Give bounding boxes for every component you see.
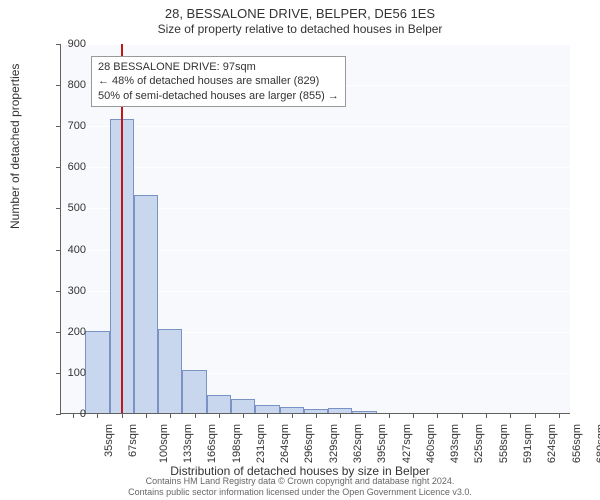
y-tick-label: 700 [46, 120, 86, 132]
x-tick [559, 413, 560, 418]
footer-line-1: Contains HM Land Registry data © Crown c… [0, 476, 600, 487]
x-tick [195, 413, 196, 418]
gridline [61, 126, 570, 127]
y-tick-label: 600 [46, 161, 86, 173]
chart-subtitle: Size of property relative to detached ho… [0, 22, 600, 36]
x-tick-label: 67sqm [127, 424, 139, 457]
x-tick-label: 689sqm [595, 424, 600, 463]
x-tick-label: 591sqm [522, 424, 534, 463]
x-tick-label: 100sqm [158, 424, 170, 463]
y-tick-label: 500 [46, 202, 86, 214]
x-tick [486, 413, 487, 418]
histogram-bar [255, 405, 279, 413]
y-tick-label: 300 [46, 285, 86, 297]
histogram-bar [134, 195, 158, 413]
x-tick-label: 264sqm [279, 424, 291, 463]
x-tick-label: 427sqm [401, 424, 413, 463]
x-tick [462, 413, 463, 418]
chart-plot-area: 28 BESSALONE DRIVE: 97sqm← 48% of detach… [60, 44, 570, 414]
histogram-bar [158, 329, 182, 413]
x-tick [340, 413, 341, 418]
x-tick [170, 413, 171, 418]
annotation-line: 50% of semi-detached houses are larger (… [98, 89, 339, 103]
y-tick-label: 100 [46, 367, 86, 379]
x-tick [535, 413, 536, 418]
gridline [61, 44, 570, 45]
x-tick-label: 133sqm [182, 424, 194, 463]
y-tick-label: 400 [46, 244, 86, 256]
x-tick [510, 413, 511, 418]
x-tick-label: 198sqm [231, 424, 243, 463]
x-tick-label: 166sqm [206, 424, 218, 463]
x-tick-label: 329sqm [328, 424, 340, 463]
footer-line-2: Contains public sector information licen… [0, 487, 600, 498]
chart-title: 28, BESSALONE DRIVE, BELPER, DE56 1ES [0, 6, 600, 21]
x-tick [146, 413, 147, 418]
footer-attribution: Contains HM Land Registry data © Crown c… [0, 476, 600, 498]
gridline [61, 167, 570, 168]
y-tick-label: 800 [46, 79, 86, 91]
x-tick [316, 413, 317, 418]
histogram-bar [182, 370, 206, 413]
y-tick-label: 200 [46, 326, 86, 338]
histogram-bar [231, 399, 255, 413]
x-tick [267, 413, 268, 418]
histogram-bar [85, 331, 109, 413]
x-tick [365, 413, 366, 418]
x-tick-label: 656sqm [571, 424, 583, 463]
x-tick-label: 525sqm [474, 424, 486, 463]
x-tick-label: 35sqm [103, 424, 115, 457]
x-tick [389, 413, 390, 418]
histogram-bar [207, 395, 231, 414]
y-axis-label: Number of detached properties [8, 64, 22, 229]
x-tick [122, 413, 123, 418]
annotation-line: 28 BESSALONE DRIVE: 97sqm [98, 60, 339, 74]
x-tick-label: 624sqm [546, 424, 558, 463]
y-tick-label: 900 [46, 38, 86, 50]
x-tick-label: 460sqm [425, 424, 437, 463]
annotation-box: 28 BESSALONE DRIVE: 97sqm← 48% of detach… [91, 56, 346, 107]
x-tick [437, 413, 438, 418]
x-tick-label: 296sqm [304, 424, 316, 463]
x-tick [292, 413, 293, 418]
x-tick [413, 413, 414, 418]
x-tick [243, 413, 244, 418]
x-tick-label: 362sqm [352, 424, 364, 463]
x-tick [97, 413, 98, 418]
x-tick-label: 231sqm [255, 424, 267, 463]
x-tick-label: 493sqm [449, 424, 461, 463]
x-tick-label: 395sqm [376, 424, 388, 463]
y-tick-label: 0 [46, 408, 86, 420]
x-tick [219, 413, 220, 418]
x-tick-label: 558sqm [498, 424, 510, 463]
annotation-line: ← 48% of detached houses are smaller (82… [98, 74, 339, 88]
